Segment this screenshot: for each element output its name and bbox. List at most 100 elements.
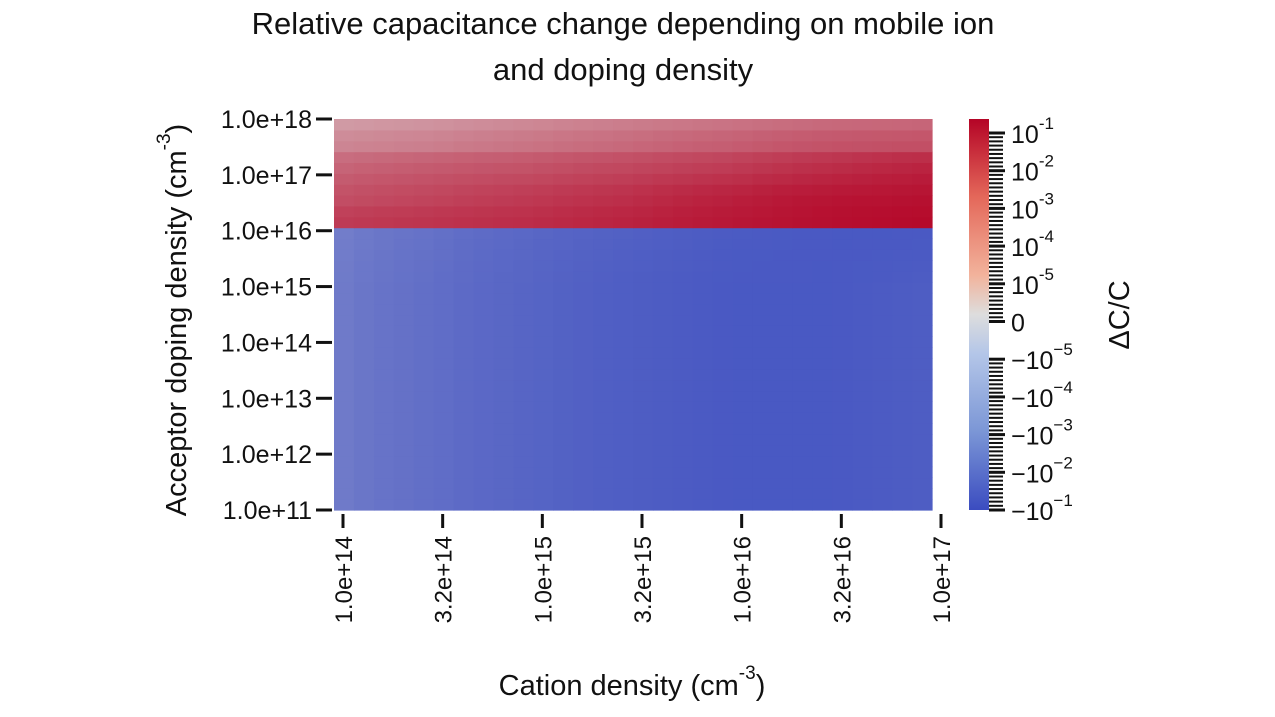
heatmap-cell xyxy=(334,401,355,413)
heatmap-cell xyxy=(752,499,774,511)
heatmap-cell xyxy=(334,336,355,348)
heatmap-cell xyxy=(712,271,734,283)
heatmap-cell xyxy=(373,412,395,424)
heatmap-cell xyxy=(453,281,475,294)
heatmap-cell xyxy=(513,216,534,229)
heatmap-cell xyxy=(393,357,415,370)
x-tick-label: 1.0e+17 xyxy=(929,536,956,623)
heatmap-cell xyxy=(812,119,833,131)
heatmap-cell xyxy=(433,184,455,196)
heatmap-cell xyxy=(752,347,774,359)
heatmap-cell xyxy=(453,412,475,424)
heatmap-cell xyxy=(812,401,833,413)
heatmap-cell xyxy=(573,379,594,392)
heatmap-cell xyxy=(373,271,395,283)
heatmap-cell xyxy=(413,162,435,174)
heatmap-cell xyxy=(513,433,534,446)
heatmap-cell xyxy=(652,412,674,424)
heatmap-cell xyxy=(712,325,734,337)
heatmap-cell xyxy=(752,195,774,207)
heatmap-cell xyxy=(553,119,574,131)
heatmap-cell xyxy=(772,129,794,142)
heatmap-cell xyxy=(533,129,554,142)
heatmap-cell xyxy=(573,249,594,261)
heatmap-cell xyxy=(513,292,534,305)
heatmap-cell xyxy=(712,455,734,468)
heatmap-cell xyxy=(334,499,355,511)
heatmap-cell xyxy=(533,444,554,457)
heatmap-cell xyxy=(752,412,774,424)
heatmap-cell xyxy=(852,444,873,457)
heatmap-cell xyxy=(872,466,893,479)
heatmap-cell xyxy=(493,444,514,457)
heatmap-cell xyxy=(812,227,833,240)
heatmap-cell xyxy=(533,347,554,359)
heatmap-cell xyxy=(712,119,734,131)
heatmap-cell xyxy=(792,303,813,316)
heatmap-cell xyxy=(692,433,714,446)
heatmap-cell xyxy=(353,205,375,218)
heatmap-cell xyxy=(692,173,714,185)
heatmap-cell xyxy=(692,216,714,229)
heatmap-cell xyxy=(593,423,614,435)
heatmap-cell xyxy=(652,368,674,381)
heatmap-cell xyxy=(832,423,853,435)
heatmap-cell xyxy=(373,444,395,457)
heatmap-cell xyxy=(892,260,913,272)
heatmap-cell xyxy=(453,205,475,218)
heatmap-cell xyxy=(573,357,594,370)
heatmap-cell xyxy=(334,249,355,261)
heatmap-cell xyxy=(633,227,654,240)
heatmap-cell xyxy=(533,205,554,218)
heatmap-cell xyxy=(334,292,355,305)
heatmap-cell xyxy=(633,271,654,283)
heatmap-cell xyxy=(353,173,375,185)
x-tick-label: 3.2e+15 xyxy=(630,536,657,623)
heatmap-cell xyxy=(792,216,813,229)
heatmap-cell xyxy=(633,499,654,511)
heatmap-cell xyxy=(752,281,774,294)
heatmap-cell xyxy=(872,216,893,229)
heatmap-cell xyxy=(912,227,933,240)
heatmap-cell xyxy=(573,455,594,468)
heatmap-cell xyxy=(912,347,933,359)
heatmap-cell xyxy=(772,151,794,164)
heatmap-cell xyxy=(453,357,475,370)
heatmap-cell xyxy=(772,499,794,511)
heatmap-cell xyxy=(493,477,514,489)
heatmap-cell xyxy=(672,379,694,392)
heatmap-cell xyxy=(513,401,534,413)
heatmap-cell xyxy=(692,292,714,305)
heatmap-cell xyxy=(812,412,833,424)
heatmap-cell xyxy=(752,140,774,153)
heatmap-cell xyxy=(872,129,893,142)
heatmap-cell xyxy=(792,260,813,272)
heatmap-cell xyxy=(613,129,634,142)
heatmap-cell xyxy=(533,499,554,511)
heatmap-cell xyxy=(752,357,774,370)
y-tick-label: 1.0e+18 xyxy=(221,106,312,134)
heatmap-cell xyxy=(892,184,913,196)
heatmap-cell xyxy=(852,357,873,370)
heatmap-cell xyxy=(812,260,833,272)
x-axis: 1.0e+14 3.2e+14 1.0e+15 3.2e+15 1.0e+16 3.2e+… xyxy=(331,514,956,623)
heatmap-cell xyxy=(772,162,794,174)
heatmap-cell xyxy=(513,379,534,392)
heatmap-cell xyxy=(832,412,853,424)
heatmap-cell xyxy=(852,151,873,164)
heatmap-cell xyxy=(652,260,674,272)
heatmap-cell xyxy=(373,227,395,240)
heatmap-cell xyxy=(912,140,933,153)
heatmap-cell xyxy=(832,477,853,489)
heatmap-cell xyxy=(672,314,694,326)
heatmap-cell xyxy=(553,444,574,457)
y-tick-label: 1.0e+11 xyxy=(223,497,312,525)
heatmap-cell xyxy=(912,379,933,392)
heatmap-cell xyxy=(812,379,833,392)
heatmap-cell xyxy=(473,466,495,479)
heatmap-cell xyxy=(573,401,594,413)
heatmap-cell xyxy=(513,357,534,370)
heatmap-cell xyxy=(393,433,415,446)
heatmap-cell xyxy=(892,227,913,240)
heatmap-cell xyxy=(652,162,674,174)
